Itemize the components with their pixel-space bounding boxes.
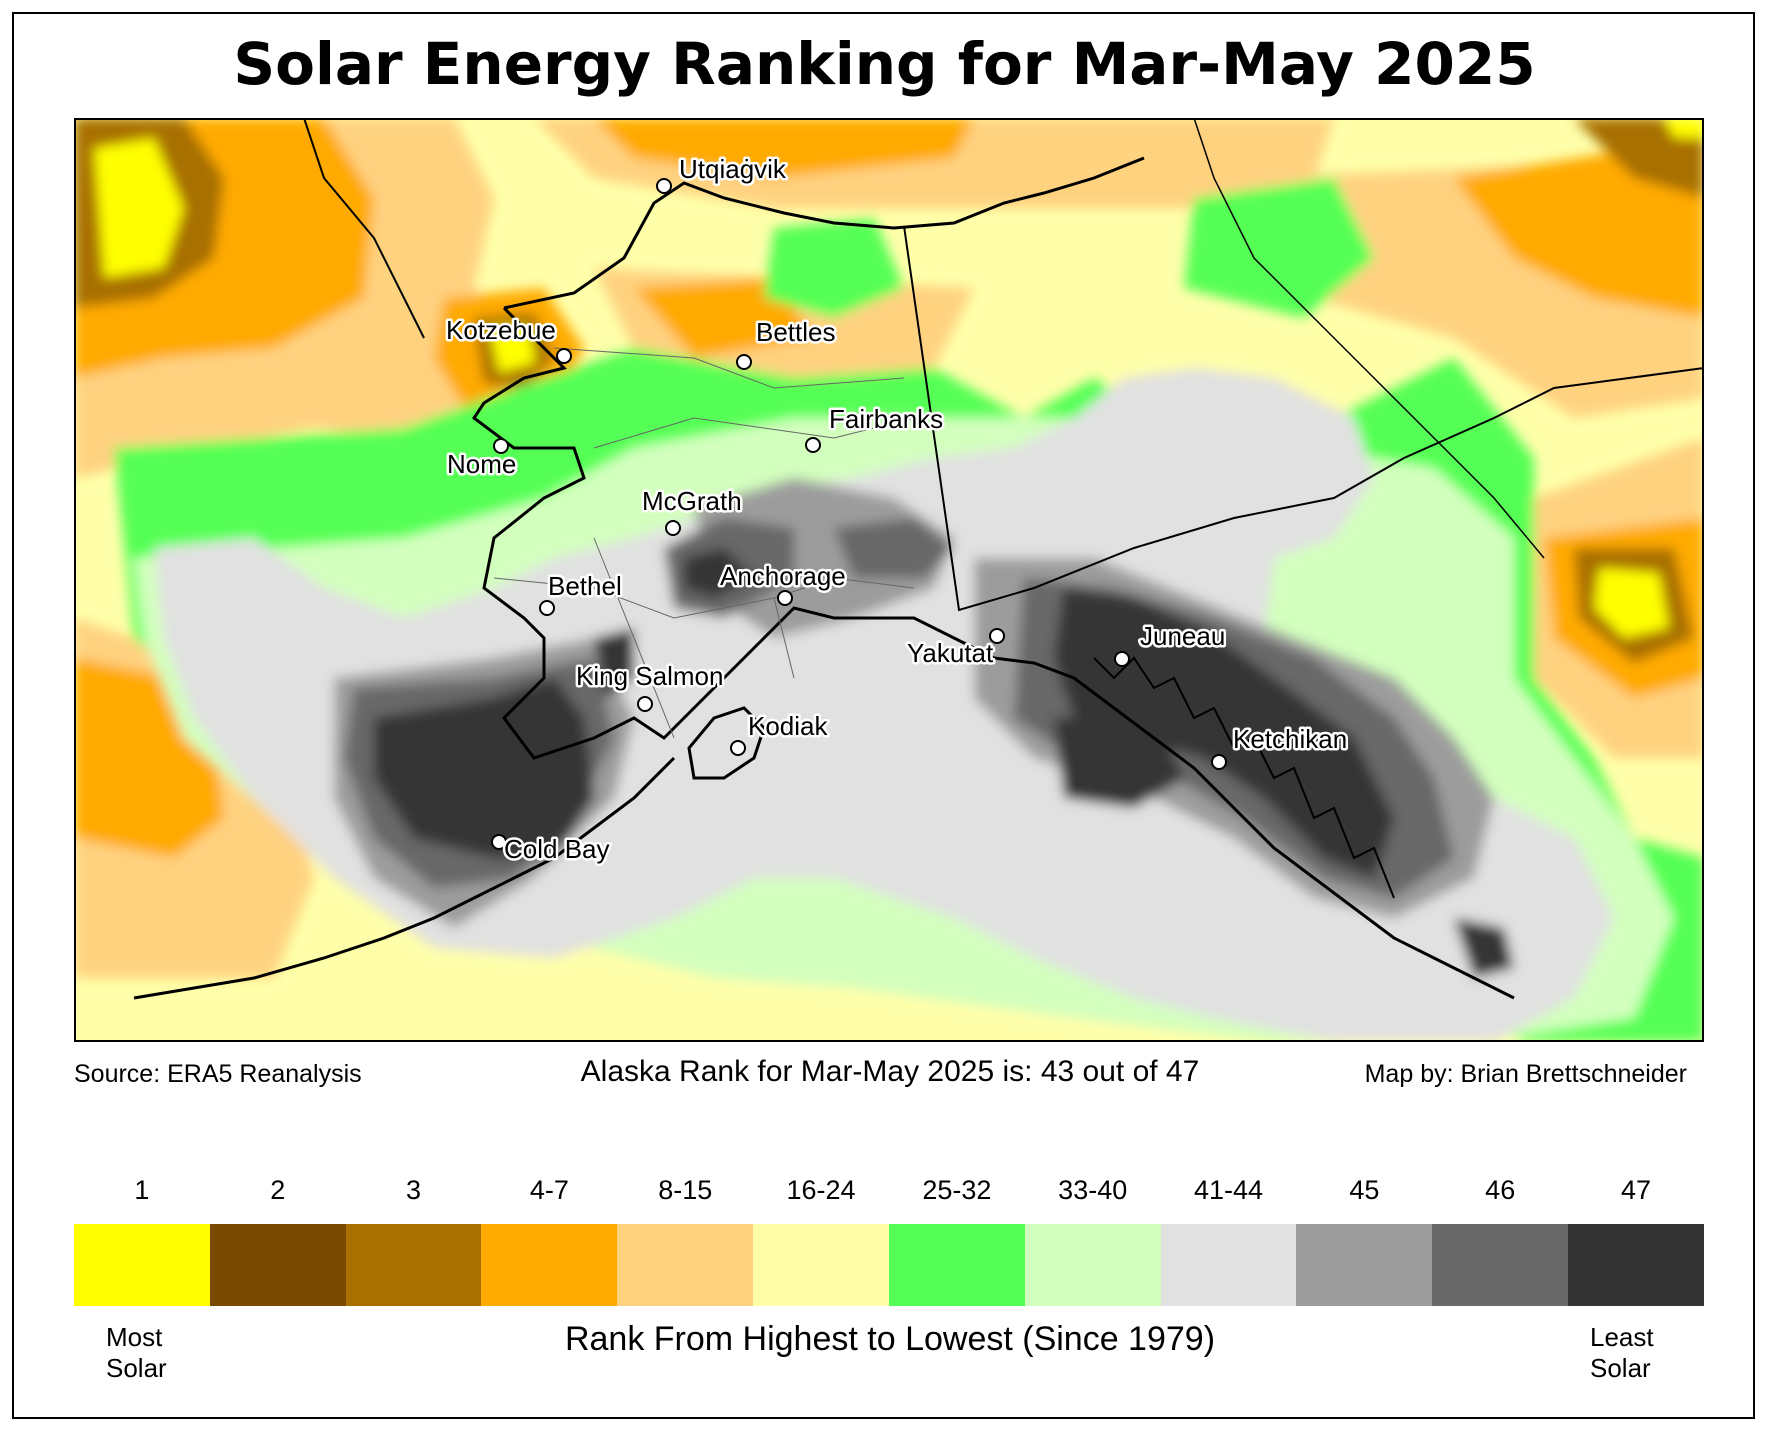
city-ketchikan[interactable]: Ketchikan — [1211, 722, 1350, 770]
city-marker — [665, 520, 681, 536]
legend-label: 1 — [134, 1175, 150, 1205]
city-yakutat[interactable]: Yakutat — [905, 628, 1005, 671]
city-kodiak[interactable]: Kodiak — [730, 709, 831, 756]
city-marker — [1114, 651, 1130, 667]
canada-border — [903, 225, 1704, 612]
legend-label: 46 — [1485, 1175, 1516, 1205]
coastline — [133, 156, 1515, 1000]
legend-label: 25-32 — [922, 1175, 992, 1205]
city-label: Utqiaġvik — [679, 154, 787, 184]
city-label: Cold Bay — [504, 834, 610, 864]
city-bethel[interactable]: Bethel — [539, 569, 624, 616]
city-label: King Salmon — [576, 661, 723, 691]
legend-axis-title: Rank From Highest to Lowest (Since 1979) — [564, 1320, 1216, 1358]
legend-swatch — [1024, 1224, 1161, 1306]
city-label: Yakutat — [907, 638, 994, 668]
city-fairbanks[interactable]: Fairbanks — [805, 402, 946, 453]
legend-swatch — [1432, 1224, 1569, 1306]
city-marker — [805, 437, 821, 453]
city-label: Bethel — [548, 571, 622, 601]
legend-label: 47 — [1621, 1175, 1652, 1205]
city-label: Nome — [447, 449, 516, 479]
legend-swatch — [888, 1224, 1025, 1306]
legend-swatch — [1160, 1224, 1297, 1306]
city-label: Bettles — [756, 317, 836, 347]
legend-least-solar: Least Solar — [1590, 1322, 1654, 1383]
city-juneau[interactable]: Juneau — [1114, 619, 1228, 667]
legend-swatch — [209, 1224, 346, 1306]
city-marker — [556, 348, 572, 364]
city-marker — [491, 834, 507, 850]
city-marker — [539, 600, 555, 616]
legend-swatch — [345, 1224, 482, 1306]
legend-swatch — [617, 1224, 754, 1306]
city-marker — [656, 178, 672, 194]
russia-border — [303, 118, 425, 339]
city-marker — [777, 590, 793, 606]
map-title: Solar Energy Ranking for Mar-May 2025 — [233, 30, 1536, 98]
city-mcgrath[interactable]: McGrath — [640, 484, 744, 536]
legend-label: 16-24 — [786, 1175, 856, 1205]
city-marker — [637, 696, 653, 712]
nwt-border — [1193, 118, 1545, 559]
city-anchorage[interactable]: Anchorage — [718, 559, 848, 606]
city-label: Kodiak — [748, 711, 828, 741]
city-cold-bay[interactable]: Cold Bay — [491, 832, 612, 867]
city-label: Juneau — [1140, 621, 1225, 651]
legend-label: 3 — [406, 1175, 422, 1205]
city-label: Fairbanks — [829, 404, 943, 434]
legend-label: 33-40 — [1058, 1175, 1128, 1205]
source-note: Source: ERA5 Reanalysis — [74, 1060, 362, 1088]
state-rank-summary: Alaska Rank for Mar-May 2025 is: 43 out … — [580, 1055, 1200, 1088]
legend-swatch — [1568, 1224, 1704, 1306]
city-marker — [493, 438, 509, 454]
city-marker — [730, 740, 746, 756]
legend-color-bar — [74, 1224, 1704, 1306]
kodiak-island — [687, 706, 766, 780]
city-label: McGrath — [642, 486, 742, 516]
city-label: Ketchikan — [1233, 724, 1347, 754]
rank-map-canvas: Utqiaġvik Kotzebue Bettles Fairbanks Nom… — [74, 118, 1704, 1042]
legend: 1 2 3 4-7 8-15 16-24 25-32 33-40 41-44 4… — [74, 1175, 1704, 1306]
city-utqiagvik[interactable]: Utqiaġvik — [656, 152, 789, 194]
southeast-islands — [1093, 656, 1395, 899]
city-bettles[interactable]: Bettles — [736, 315, 838, 370]
figure-frame — [12, 12, 1755, 1419]
city-label: Anchorage — [720, 561, 846, 591]
legend-label: 2 — [270, 1175, 286, 1205]
map-credit: Map by: Brian Brettschneider — [1364, 1060, 1687, 1088]
legend-swatch — [753, 1224, 889, 1306]
legend-label: 4-7 — [529, 1175, 569, 1205]
legend-label: 41-44 — [1194, 1175, 1264, 1205]
city-king-salmon[interactable]: King Salmon — [574, 659, 726, 712]
legend-swatch — [1296, 1224, 1433, 1306]
city-marker — [736, 354, 752, 370]
legend-swatch — [74, 1224, 210, 1306]
rank-map: Utqiaġvik Kotzebue Bettles Fairbanks Nom… — [74, 118, 1704, 1042]
map-border — [74, 118, 1704, 1042]
city-label: Kotzebue — [446, 315, 556, 345]
rank-shading — [74, 118, 1704, 1042]
legend-swatch — [481, 1224, 618, 1306]
legend-label: 45 — [1349, 1175, 1380, 1205]
legend-label: 8-15 — [658, 1175, 713, 1205]
legend-labels: 1 2 3 4-7 8-15 16-24 25-32 33-40 41-44 4… — [74, 1175, 1704, 1206]
legend-most-solar: Most Solar — [106, 1322, 167, 1383]
city-kotzebue[interactable]: Kotzebue — [444, 313, 572, 364]
zone-boundaries — [493, 347, 915, 739]
city-marker — [1211, 754, 1227, 770]
city-nome[interactable]: Nome — [445, 438, 519, 482]
city-marker — [989, 628, 1005, 644]
